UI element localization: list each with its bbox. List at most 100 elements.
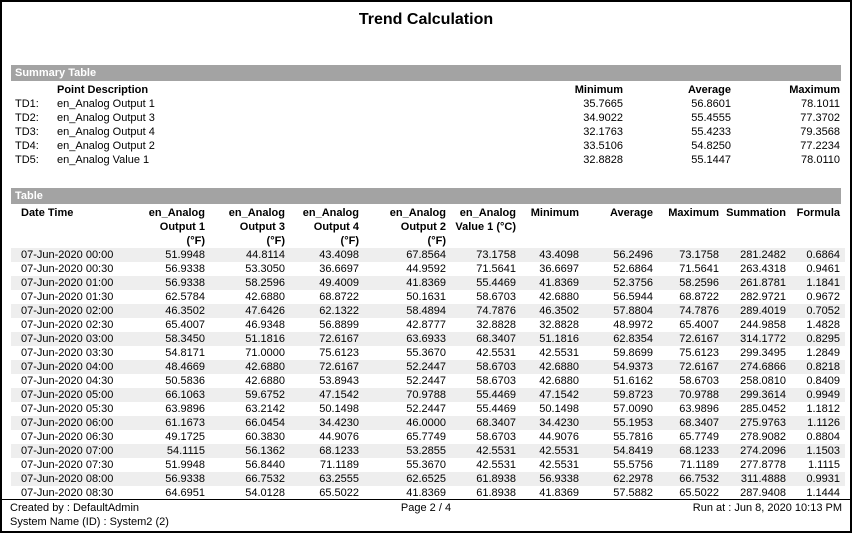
- data-column-header: Summation: [726, 207, 786, 219]
- table-cell: 47.1542: [539, 389, 579, 401]
- table-cell: 60.3830: [245, 431, 285, 443]
- summary-cell: 77.2234: [800, 140, 840, 152]
- table-cell: 68.3407: [679, 417, 719, 429]
- summary-cell: 77.3702: [800, 112, 840, 124]
- table-cell: 36.6697: [539, 263, 579, 275]
- table-cell: 73.1758: [679, 249, 719, 261]
- table-cell: 07-Jun-2020 01:30: [21, 291, 114, 303]
- summary-cell: 55.4555: [691, 112, 731, 124]
- table-cell: 59.8699: [613, 347, 653, 359]
- table-cell: 244.9858: [740, 319, 786, 331]
- summary-table: Point Description Minimum Average Maximum T…: [11, 81, 845, 167]
- table-cell: 07-Jun-2020 03:30: [21, 347, 114, 359]
- table-cell: 44.9076: [319, 431, 359, 443]
- table-cell: 59.6752: [245, 389, 285, 401]
- summary-cell: TD1:: [15, 98, 39, 110]
- table-cell: 43.4098: [319, 249, 359, 261]
- data-table-body: 07-Jun-2020 00:00 51.9948 44.8114 43.4098 67…: [11, 248, 845, 500]
- summary-cell: 34.9022: [583, 112, 623, 124]
- data-column-header: Minimum: [530, 207, 579, 219]
- table-cell: 58.6703: [476, 291, 516, 303]
- table-cell: 63.6933: [406, 333, 446, 345]
- table-row: 07-Jun-2020 08:00 56.9338 66.7532 63.2555 62…: [11, 472, 845, 486]
- table-cell: 58.6703: [679, 375, 719, 387]
- table-cell: 58.4894: [406, 305, 446, 317]
- summary-row: TD4: en_Analog Output 2 33.5106 54.8250 77.2…: [11, 139, 845, 153]
- table-row: 07-Jun-2020 08:30 64.6951 54.0128 65.5022 41…: [11, 486, 845, 500]
- table-cell: 42.5531: [476, 445, 516, 457]
- table-row: 07-Jun-2020 00:30 56.9338 53.3050 36.6697 44…: [11, 262, 845, 276]
- table-row: 07-Jun-2020 02:30 65.4007 46.9348 56.8899 42…: [11, 318, 845, 332]
- table-cell: 72.6167: [679, 333, 719, 345]
- table-cell: 57.5882: [613, 487, 653, 499]
- table-cell: 42.8777: [406, 319, 446, 331]
- table-row: 07-Jun-2020 02:00 46.3502 47.6426 62.1322 58…: [11, 304, 845, 318]
- table-cell: 54.9373: [613, 361, 653, 373]
- table-cell: 42.6880: [539, 375, 579, 387]
- table-cell: 68.1233: [319, 445, 359, 457]
- summary-row: TD1: en_Analog Output 1 35.7665 56.8601 78.1…: [11, 97, 845, 111]
- table-cell: 07-Jun-2020 06:00: [21, 417, 114, 429]
- table-cell: 52.2447: [406, 403, 446, 415]
- table-row: 07-Jun-2020 07:00 54.1115 56.1362 68.1233 53…: [11, 444, 845, 458]
- summary-column-header: Minimum: [574, 84, 623, 96]
- table-cell: 44.9076: [539, 431, 579, 443]
- table-cell: 68.1233: [679, 445, 719, 457]
- table-cell: 66.1063: [165, 389, 205, 401]
- table-row: 07-Jun-2020 04:00 48.4669 42.6880 72.6167 52…: [11, 360, 845, 374]
- table-cell: 07-Jun-2020 05:00: [21, 389, 114, 401]
- table-cell: 63.9896: [165, 403, 205, 415]
- table-cell: 299.3614: [740, 389, 786, 401]
- table-cell: 54.8419: [613, 445, 653, 457]
- summary-cell: 32.1763: [583, 126, 623, 138]
- table-cell: 61.8938: [476, 487, 516, 499]
- table-cell: 51.1816: [539, 333, 579, 345]
- table-cell: 47.6426: [245, 305, 285, 317]
- table-cell: 55.7816: [613, 431, 653, 443]
- table-cell: 58.6703: [476, 361, 516, 373]
- table-cell: 07-Jun-2020 00:30: [21, 263, 114, 275]
- table-row: 07-Jun-2020 05:30 63.9896 63.2142 50.1498 52…: [11, 402, 845, 416]
- created-by: Created by : DefaultAdmin: [10, 502, 140, 514]
- table-cell: 314.1772: [740, 333, 786, 345]
- summary-cell: 35.7665: [583, 98, 623, 110]
- table-cell: 0.9931: [806, 473, 840, 485]
- summary-column-header: [11, 81, 57, 97]
- table-cell: 289.4019: [740, 305, 786, 317]
- run-at: Run at : Jun 8, 2020 10:13 PM: [692, 502, 842, 514]
- table-cell: 1.1812: [806, 403, 840, 415]
- table-cell: 56.5944: [613, 291, 653, 303]
- table-cell: 58.2596: [679, 277, 719, 289]
- table-cell: 64.6951: [165, 487, 205, 499]
- table-row: 07-Jun-2020 01:00 56.9338 58.2596 49.4009 41…: [11, 276, 845, 290]
- table-cell: 55.3670: [406, 459, 446, 471]
- table-cell: 07-Jun-2020 04:30: [21, 375, 114, 387]
- table-cell: 49.1725: [165, 431, 205, 443]
- table-cell: 42.6880: [539, 361, 579, 373]
- table-cell: 0.8295: [806, 333, 840, 345]
- table-cell: 07-Jun-2020 02:30: [21, 319, 114, 331]
- table-cell: 56.9338: [165, 277, 205, 289]
- table-cell: 0.9461: [806, 263, 840, 275]
- table-cell: 41.8369: [406, 277, 446, 289]
- table-cell: 52.6864: [613, 263, 653, 275]
- table-cell: 68.8722: [319, 291, 359, 303]
- table-cell: 0.9949: [806, 389, 840, 401]
- table-cell: 66.7532: [245, 473, 285, 485]
- summary-cell: en_Analog Output 1: [57, 98, 155, 110]
- table-cell: 07-Jun-2020 08:00: [21, 473, 114, 485]
- table-cell: 48.4669: [165, 361, 205, 373]
- table-cell: 275.9763: [740, 417, 786, 429]
- table-cell: 0.8218: [806, 361, 840, 373]
- table-cell: 62.5784: [165, 291, 205, 303]
- table-cell: 1.1444: [806, 487, 840, 499]
- table-cell: 299.3495: [740, 347, 786, 359]
- table-cell: 1.1126: [807, 417, 840, 429]
- table-cell: 0.9672: [806, 291, 840, 303]
- table-cell: 72.6167: [319, 333, 359, 345]
- table-cell: 36.6697: [319, 263, 359, 275]
- table-cell: 63.2142: [245, 403, 285, 415]
- page-title: Trend Calculation: [358, 11, 494, 28]
- table-cell: 51.1816: [245, 333, 285, 345]
- table-cell: 282.9721: [740, 291, 786, 303]
